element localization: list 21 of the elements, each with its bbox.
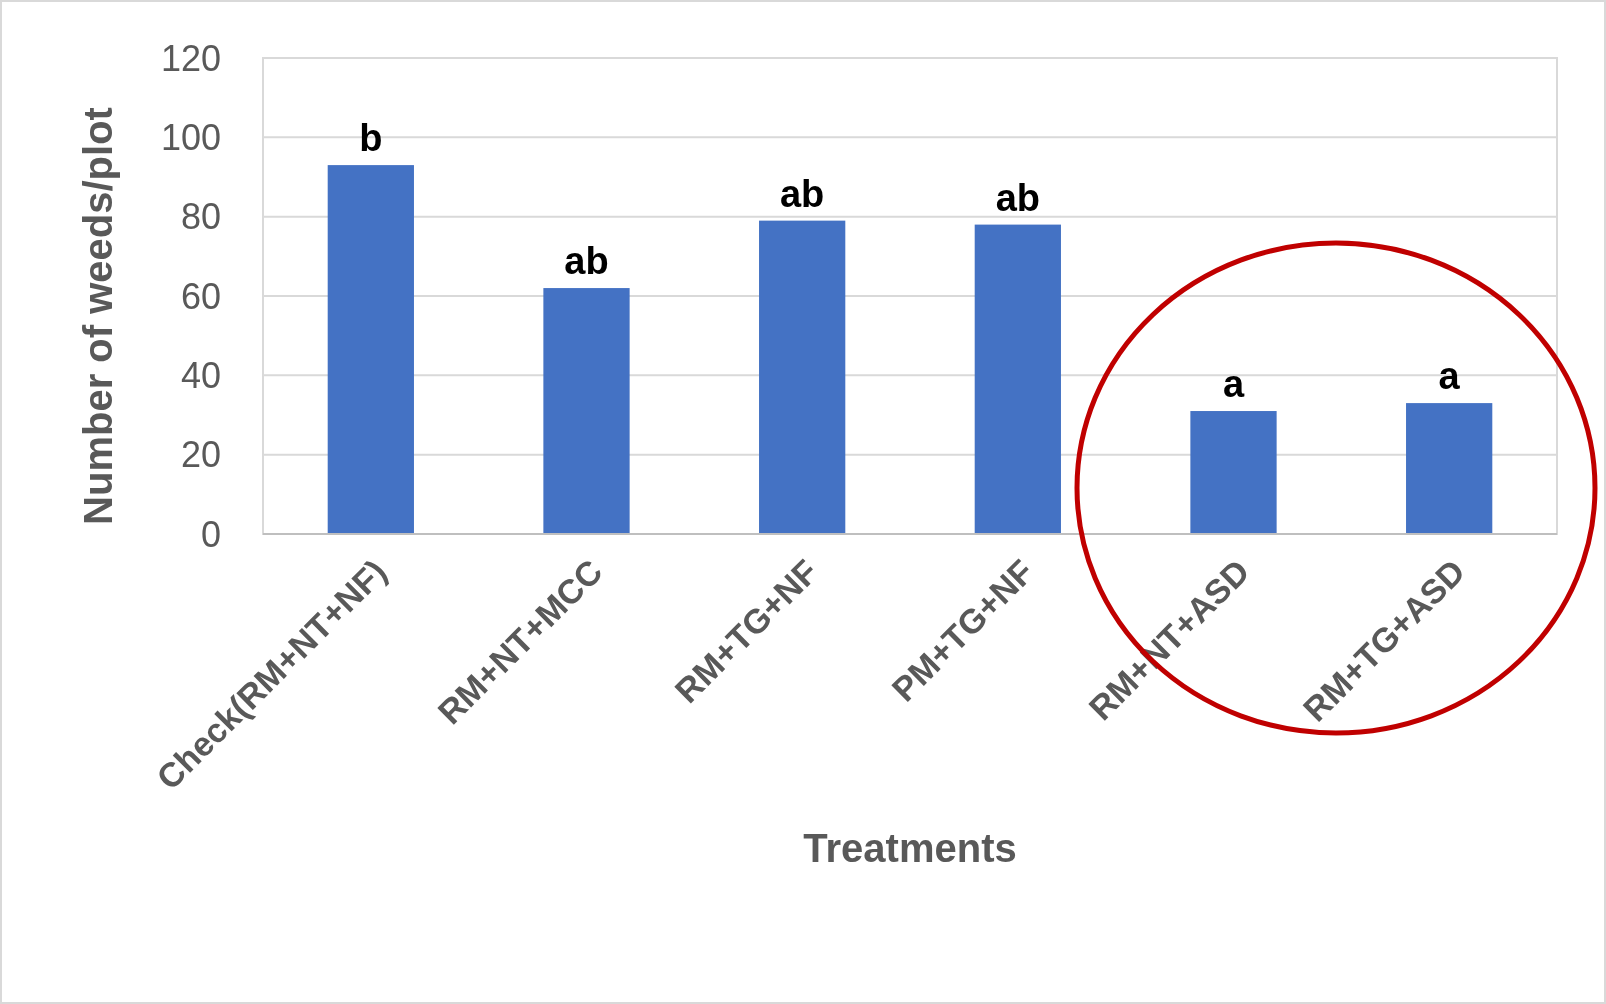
bar — [759, 220, 846, 534]
annotation: b — [359, 117, 383, 160]
annotation: a — [1438, 355, 1461, 398]
bar — [543, 288, 630, 534]
y-tick-label: 40 — [180, 354, 221, 396]
y-tick-label: 60 — [180, 275, 221, 317]
x-axis-title: Treatments — [803, 826, 1017, 870]
bar — [974, 224, 1061, 534]
y-tick-label: 100 — [160, 116, 221, 158]
y-axis-title: Number of weeds/plot — [76, 107, 120, 525]
bar — [1190, 411, 1277, 534]
y-tick-label: 0 — [200, 513, 221, 555]
y-tick-label: 80 — [180, 196, 221, 238]
bar — [1406, 403, 1493, 534]
y-tick-label: 120 — [160, 37, 221, 79]
y-tick-label: 20 — [180, 434, 221, 476]
annotation: ab — [995, 176, 1041, 219]
bar — [327, 165, 414, 534]
annotation: a — [1222, 363, 1245, 406]
annotation: ab — [564, 240, 609, 283]
annotation: ab — [779, 172, 825, 215]
